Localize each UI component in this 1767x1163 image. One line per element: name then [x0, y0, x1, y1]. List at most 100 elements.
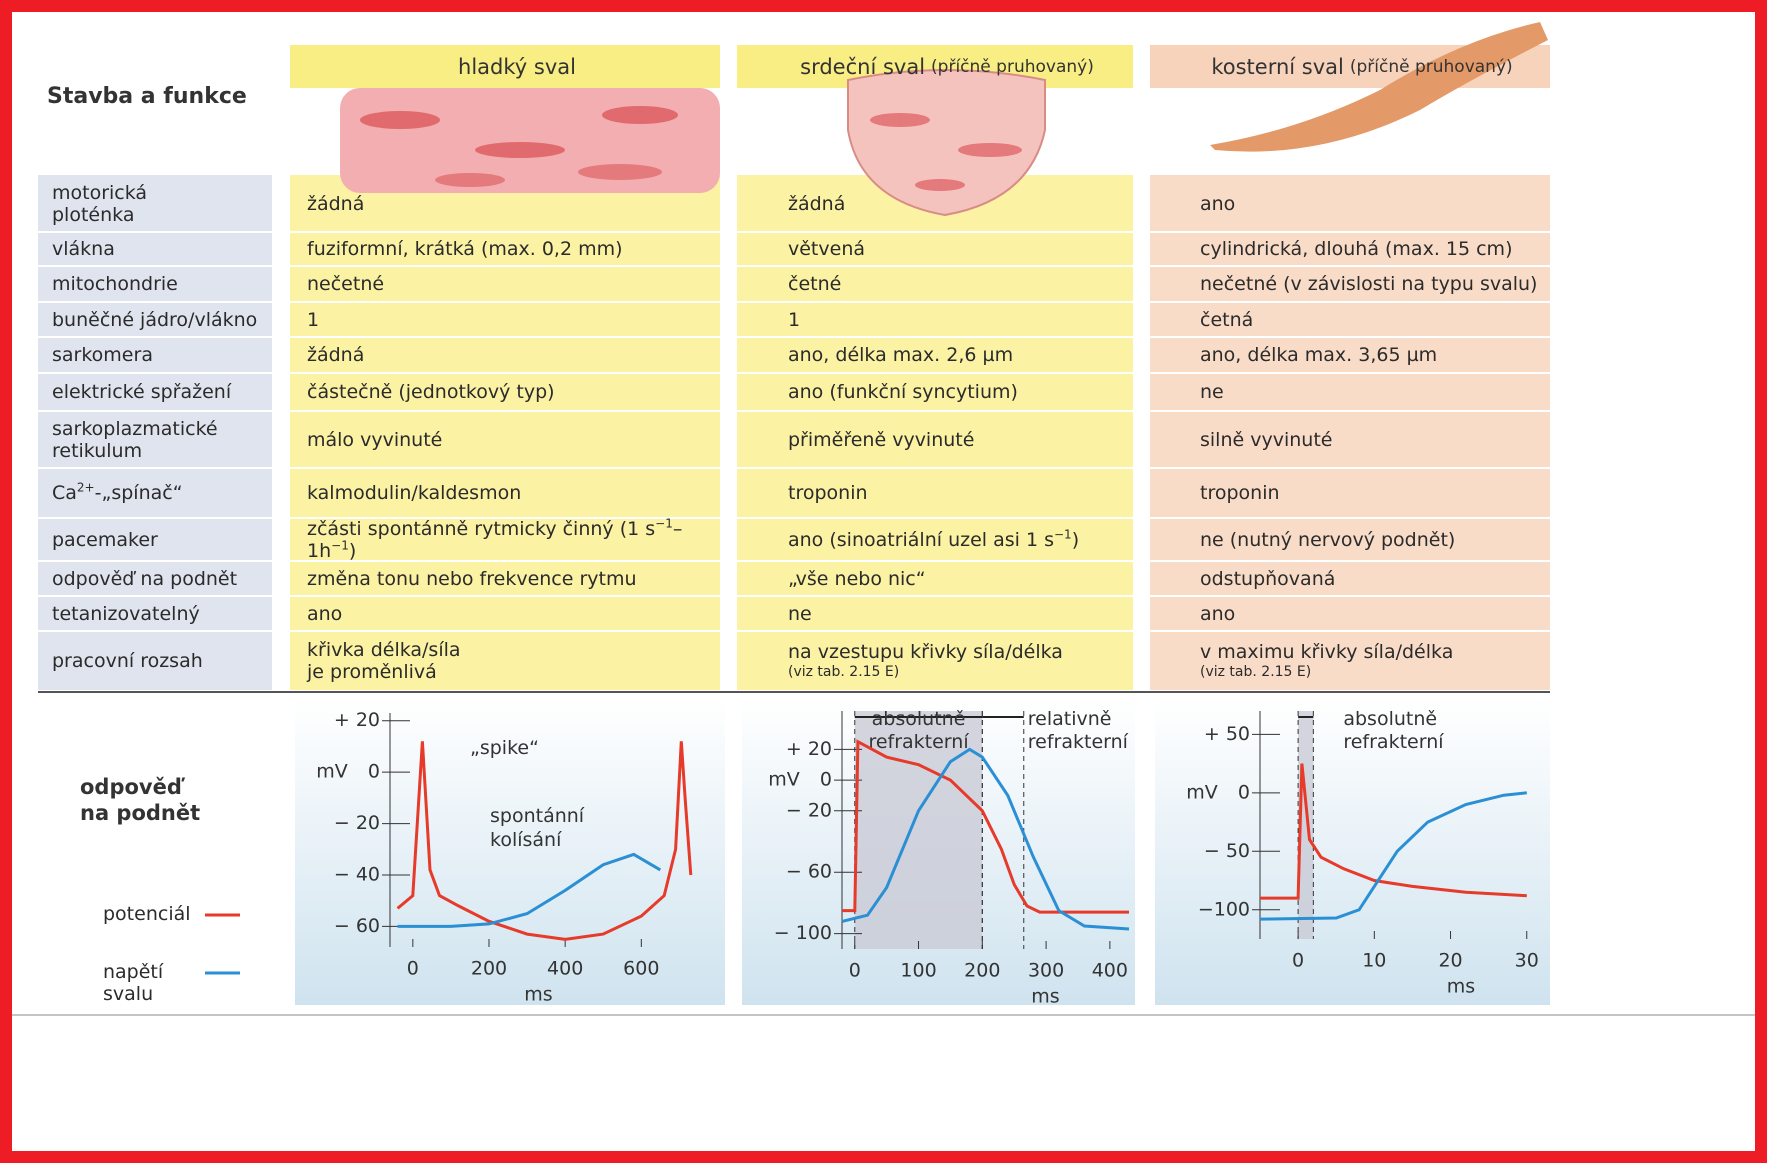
- row-label: motorická ploténka: [52, 175, 282, 232]
- cell: četná: [1200, 302, 1600, 337]
- cell-content: v maximu křivky síla/délka (viz tab. 2.15…: [1200, 641, 1453, 681]
- y-tick-label: 0: [368, 761, 380, 783]
- cell: málo vyvinuté: [307, 411, 707, 468]
- series-line: [1259, 791, 1527, 921]
- y-tick-label: −100: [1198, 898, 1250, 920]
- text: ): [348, 539, 357, 562]
- cell: silně vyvinuté: [1200, 411, 1600, 468]
- text: Ca: [52, 482, 77, 504]
- superscript: −1: [331, 538, 349, 553]
- chart-panel: [1155, 698, 1550, 1005]
- column-bg: [737, 175, 1133, 690]
- cell-content: ne: [1200, 381, 1224, 403]
- x-tick-label: 10: [1362, 950, 1386, 972]
- cell-content: elektrické spřažení: [52, 381, 232, 403]
- row-label: pacemaker: [52, 518, 282, 561]
- series-line: [841, 747, 1130, 931]
- row-label: odpověď na podnět: [52, 561, 282, 596]
- row-separators: [38, 231, 1550, 632]
- cell-content: 1: [788, 308, 801, 331]
- cell-content: nečetné (v závislosti na typu svalu): [1200, 273, 1538, 295]
- cell-content: „vše nebo nic“: [788, 567, 926, 590]
- cell-content: ano (sinoatriální uzel asi 1 s−1): [788, 528, 1080, 551]
- cell: ano: [1200, 175, 1600, 232]
- y-axis-label: mV: [1186, 781, 1218, 803]
- column-name: srdeční sval: [800, 54, 926, 79]
- y-tick-label: − 60: [786, 861, 832, 883]
- cell-content: motorická ploténka: [52, 181, 148, 226]
- series-line: [396, 741, 693, 941]
- row-label: buněčné jádro/vlákno: [52, 302, 282, 337]
- cell-content: žádná: [788, 192, 846, 215]
- cell-content: mitochondrie: [52, 273, 178, 295]
- cell-content: málo vyvinuté: [307, 428, 443, 451]
- cell: zčásti spontánně rytmicky činný (1 s−1–1…: [307, 517, 707, 562]
- cell-content: 1: [307, 308, 320, 331]
- column-name: kosterní sval: [1211, 54, 1344, 79]
- x-tick-label: 300: [1028, 960, 1064, 982]
- row-label: sarkomera: [52, 337, 282, 373]
- x-tick-label: 600: [623, 958, 659, 980]
- cell: ano, délka max. 3,65 µm: [1200, 337, 1600, 373]
- y-tick-label: − 20: [786, 799, 832, 821]
- cell: „vše nebo nic“: [788, 561, 1188, 596]
- cell-content: vlákna: [52, 238, 115, 260]
- skeletal-muscle-image: [1210, 22, 1548, 152]
- cell-content: troponin: [788, 482, 868, 504]
- column-header: hladký sval: [302, 45, 732, 88]
- cell-content: ano: [1200, 602, 1236, 625]
- note: (viz tab. 2.15 E): [788, 663, 900, 680]
- y-tick-label: − 60: [334, 915, 380, 937]
- x-tick-label: 200: [964, 960, 1000, 982]
- row-label: vlákna: [52, 232, 282, 266]
- cell-content: žádná: [307, 192, 365, 215]
- cell-content: silně vyvinuté: [1200, 428, 1333, 451]
- x-tick-label: 400: [547, 958, 583, 980]
- row-label: sarkoplazmatické retikulum: [52, 411, 282, 468]
- cell-content: ano: [1200, 192, 1236, 215]
- cell-content: sarkoplazmatické retikulum: [52, 417, 218, 462]
- x-axis-label: ms: [524, 984, 552, 1006]
- series-line: [842, 739, 1129, 914]
- x-tick-label: 0: [849, 960, 861, 982]
- y-axis-label: mV: [316, 761, 348, 783]
- cell: cylindrická, dlouhá (max. 15 cm): [1200, 232, 1600, 266]
- cell-content: zčásti spontánně rytmicky činný (1 s−1–1…: [307, 517, 707, 562]
- region-label: absolutně refrakterní: [1343, 708, 1444, 753]
- text: ): [1071, 528, 1080, 551]
- cell-content: větvená: [788, 238, 866, 260]
- row-label: pracovní rozsah: [52, 631, 282, 690]
- cell: v maximu křivky síla/délka (viz tab. 2.15…: [1200, 631, 1600, 690]
- cell-content: četné: [788, 273, 842, 295]
- x-tick-label: 0: [407, 958, 419, 980]
- cell: žádná: [788, 175, 1188, 232]
- column-bg: [1150, 175, 1550, 690]
- region-label: absolutně refrakterní: [868, 708, 969, 753]
- cell: na vzestupu křivky síla/délka (viz tab. 2…: [788, 631, 1188, 690]
- cell-content: ne: [788, 602, 812, 625]
- row-label: elektrické spřažení: [52, 373, 282, 411]
- cell-content: kalmodulin/kaldesmon: [307, 482, 522, 504]
- cell: četné: [788, 266, 1188, 302]
- chart-panel: [295, 698, 725, 1005]
- region-label: relativně refrakterní: [1028, 708, 1129, 753]
- cell-content: pracovní rozsah: [52, 649, 203, 672]
- annotation: „spike“: [470, 737, 539, 759]
- y-tick-label: 0: [1238, 781, 1250, 803]
- text: v maximu křivky síla/délka: [1200, 640, 1454, 663]
- cell: fuziformní, krátká (max. 0,2 mm): [307, 232, 707, 266]
- label-column: [38, 175, 272, 690]
- text: na vzestupu křivky síla/délka: [788, 640, 1063, 663]
- cell: ne (nutný nervový podnět): [1200, 518, 1600, 561]
- text: –1h: [307, 517, 683, 562]
- cell-content: Ca2+-„spínač“: [52, 482, 183, 504]
- cell-content: troponin: [1200, 482, 1280, 504]
- cell-content: částečně (jednotkový typ): [307, 381, 555, 403]
- cell: ano: [1200, 596, 1600, 631]
- cell-content: změna tonu nebo frekvence rytmu: [307, 567, 637, 590]
- column-bg: [290, 175, 720, 690]
- column-note: (příčně pruhovaný): [1349, 56, 1513, 77]
- x-tick-label: 0: [1292, 950, 1304, 972]
- cell: ano (sinoatriální uzel asi 1 s−1): [788, 518, 1188, 561]
- cell: nečetné (v závislosti na typu svalu): [1200, 266, 1600, 302]
